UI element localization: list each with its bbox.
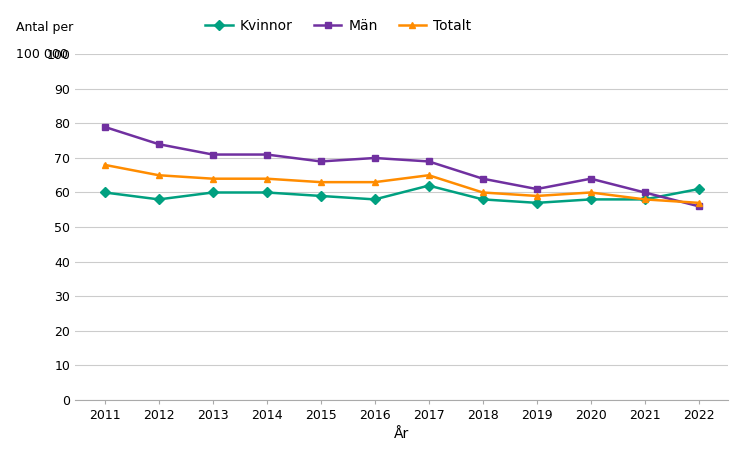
Män [370,155,379,161]
Män [101,124,110,130]
Män [262,152,271,157]
Män [532,186,541,192]
Kvinnor [262,190,271,195]
Line: Män: Män [101,123,702,210]
Kvinnor [694,186,703,192]
Totalt [101,162,110,168]
Totalt [532,193,541,199]
Line: Kvinnor: Kvinnor [101,182,702,206]
Totalt [587,190,596,195]
Män [587,176,596,182]
Män [316,159,325,164]
Totalt [262,176,271,182]
Text: Antal per: Antal per [17,21,74,34]
Män [478,176,487,182]
Kvinnor [532,200,541,206]
Line: Totalt: Totalt [101,162,702,206]
Totalt [316,179,325,185]
Män [154,142,163,147]
Kvinnor [641,197,650,202]
Män [424,159,433,164]
X-axis label: År: År [394,427,409,441]
Totalt [478,190,487,195]
Text: 100 000: 100 000 [17,49,68,61]
Totalt [424,173,433,178]
Kvinnor [316,193,325,199]
Kvinnor [424,183,433,188]
Legend: Kvinnor, Män, Totalt: Kvinnor, Män, Totalt [200,13,477,38]
Totalt [641,197,650,202]
Kvinnor [478,197,487,202]
Totalt [208,176,217,182]
Män [641,190,650,195]
Kvinnor [154,197,163,202]
Totalt [370,179,379,185]
Kvinnor [101,190,110,195]
Män [694,203,703,209]
Kvinnor [370,197,379,202]
Män [208,152,217,157]
Kvinnor [587,197,596,202]
Totalt [154,173,163,178]
Kvinnor [208,190,217,195]
Totalt [694,200,703,206]
